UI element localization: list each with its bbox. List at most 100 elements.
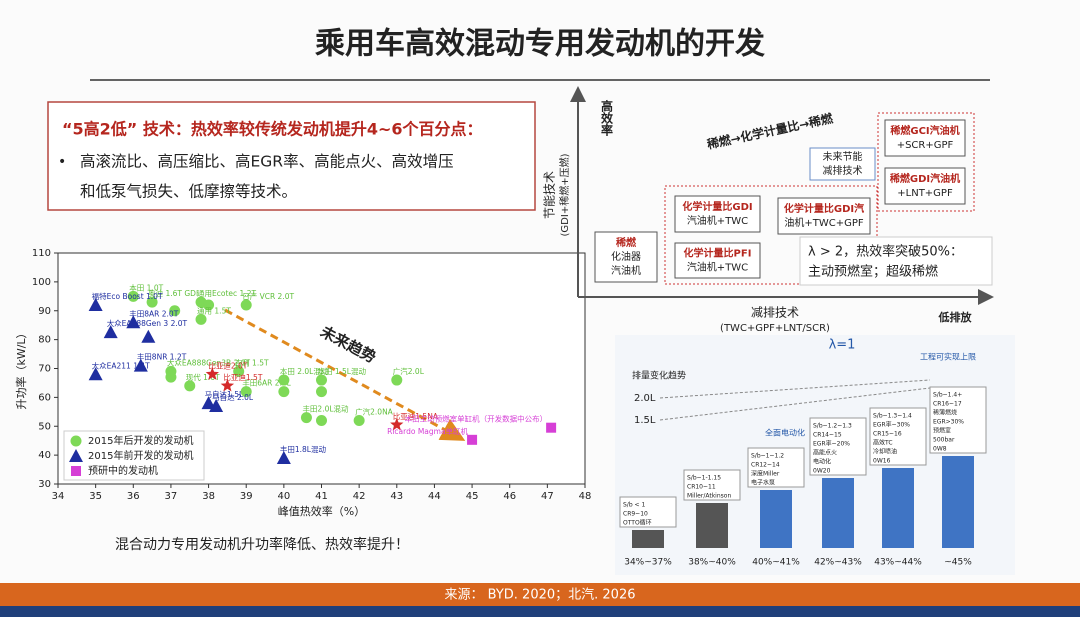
point	[127, 290, 139, 302]
point	[233, 365, 245, 377]
point-label: 比亚迪1.5NA	[393, 411, 439, 421]
x-tick-label: 40	[277, 491, 290, 502]
point-label: 奥迪 1.6T GDI	[148, 288, 198, 298]
tech-line: S/b~1~1.2	[751, 453, 784, 460]
point	[146, 296, 158, 308]
x-tick-label: 46	[503, 491, 516, 502]
point-label: 本田 1.0T	[129, 282, 163, 292]
callout-bullet: 和低泵气损失、低摩擦等技术。	[80, 183, 297, 201]
tech-box	[929, 386, 987, 454]
point	[240, 386, 252, 398]
point	[316, 374, 327, 386]
x-tick-label: 48	[579, 491, 592, 502]
tech-line: 深度Miller	[751, 470, 780, 478]
tech-line: CR9~10	[623, 511, 648, 518]
point-label: 比亚迪2.0T	[208, 360, 247, 370]
legend-swatch	[70, 435, 82, 447]
point	[184, 380, 196, 392]
note-line: λ > 2，热效率突破50%：	[808, 244, 963, 260]
x-tick-label: 45	[466, 491, 479, 502]
x-tick-label: 47	[541, 491, 554, 502]
tech-line: 高能点火	[813, 449, 837, 457]
node-label: +SCR+GPF	[897, 140, 954, 151]
bullet-dot: •	[58, 154, 66, 170]
tech-line: CR10~11	[687, 484, 716, 491]
point	[126, 315, 141, 329]
point-label: 丰田8NR 1.2T	[137, 352, 187, 362]
node-label: 减排技术	[823, 164, 863, 177]
node-label: 汽油机+TWC	[687, 261, 748, 274]
point	[391, 374, 403, 386]
point-label: 本田 2.0L混动	[280, 366, 329, 376]
tech-line: EGR>30%	[933, 419, 964, 426]
point	[316, 414, 327, 426]
point-label: 大众EA888Gen3B 2.0T	[167, 357, 251, 367]
point	[201, 396, 216, 410]
efficiency-label: 40%~41%	[752, 558, 800, 568]
tech-line: CR14~15	[813, 432, 842, 439]
point	[467, 434, 478, 445]
y-axis-end: 高效率	[600, 99, 614, 137]
tech-line: 0W16	[873, 458, 891, 465]
point-label: 马自达1.5L	[205, 389, 244, 399]
node-label: 汽油机	[611, 264, 641, 277]
tech-box	[747, 447, 805, 488]
node-label: 化学计量比PFI	[684, 247, 752, 260]
slide-title: 乘用车高效混动专用发动机的开发	[315, 27, 765, 62]
note-line: 主动预燃室；超级稀燃	[808, 264, 938, 280]
point-label: 广汽2.0L	[393, 366, 425, 376]
y-tick-label: 40	[38, 450, 51, 461]
efficiency-label: 38%~40%	[688, 558, 736, 568]
x-tick-label: 41	[315, 491, 328, 502]
tech-line: S/b~1-1.15	[687, 475, 721, 482]
efficiency-label: 42%~43%	[814, 558, 862, 568]
point	[141, 329, 156, 343]
tech-line: EGR率~30%	[873, 421, 910, 429]
group-frame	[877, 112, 975, 212]
efficiency-label: ~45%	[944, 558, 972, 568]
x-tick-label: 38	[202, 491, 215, 502]
tech-line: 预燃室	[933, 427, 951, 435]
point	[390, 417, 404, 431]
node-label: 未来节能	[823, 150, 863, 163]
callout-heading: “5高2低” 技术：热效率较传统发动机提升4~6个百分点：	[62, 120, 483, 139]
callout-box	[47, 101, 536, 211]
limit-label: 工程可实现上限	[920, 352, 976, 362]
y-tick-label: 80	[38, 335, 51, 346]
point	[103, 325, 118, 339]
node-label: +LNT+GPF	[897, 188, 953, 199]
point-label: 福特Eco Boost 1.0T	[92, 291, 163, 301]
legend-label: 2015年前开发的发动机	[88, 449, 193, 462]
point	[165, 371, 177, 383]
point	[88, 297, 103, 311]
point-label: 通用 1.5T	[197, 305, 231, 315]
node-label: 稀燃	[616, 236, 637, 249]
legend-swatch	[71, 466, 81, 476]
displacement-label: 2.0L	[634, 393, 656, 404]
tech-line: S/b~1.3~1.4	[873, 413, 912, 420]
node-box	[884, 119, 966, 157]
node-label: 稀燃GCI汽油机	[890, 124, 959, 137]
tech-box	[809, 417, 867, 476]
y-tick-label: 100	[32, 277, 51, 288]
tech-line: S/b < 1	[623, 502, 645, 509]
tech-line: 0W20	[813, 468, 831, 475]
point	[205, 367, 219, 380]
tech-line: 稀薄燃烧	[933, 409, 957, 417]
tech-line: 电子水泵	[751, 479, 775, 487]
tech-line: 高效TC	[873, 439, 893, 447]
point	[278, 374, 290, 386]
efficiency-label: 43%~44%	[874, 558, 922, 568]
point	[88, 367, 103, 381]
point	[276, 451, 291, 465]
point	[209, 399, 224, 413]
note-box	[799, 236, 993, 286]
x-tick-label: 42	[353, 491, 366, 502]
roadmap-bar	[696, 503, 728, 548]
point	[300, 412, 312, 424]
node-label: 汽油机+TWC	[687, 214, 748, 227]
displacement-label: 1.5L	[634, 415, 656, 426]
roadmap-bar	[942, 456, 974, 548]
point-label: 大众EA888Gen 3 2.0T	[107, 318, 188, 328]
node-label: 化学计量比GDI	[682, 200, 752, 213]
